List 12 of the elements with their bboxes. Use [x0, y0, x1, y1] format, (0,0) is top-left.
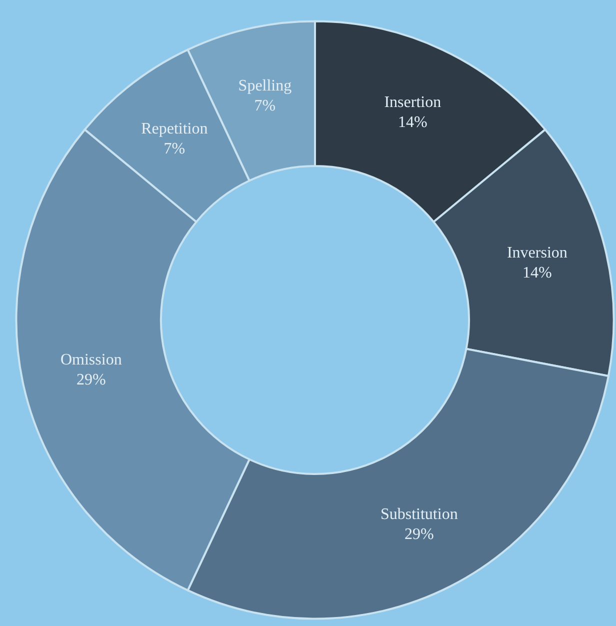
slice-label: Insertion: [384, 94, 442, 111]
data-label: 7%: [164, 140, 186, 158]
slice-label: Spelling: [238, 78, 292, 95]
data-label: 14%: [398, 114, 428, 131]
slice-label: Substitution: [380, 506, 458, 523]
slice-label: Omission: [60, 352, 122, 369]
slice-label: Repetition: [141, 120, 208, 138]
data-label: 29%: [404, 526, 434, 543]
data-label: 14%: [522, 264, 552, 282]
data-label: 29%: [76, 372, 106, 389]
slice-label: Inversion: [506, 244, 568, 262]
data-label: 7%: [254, 98, 276, 115]
